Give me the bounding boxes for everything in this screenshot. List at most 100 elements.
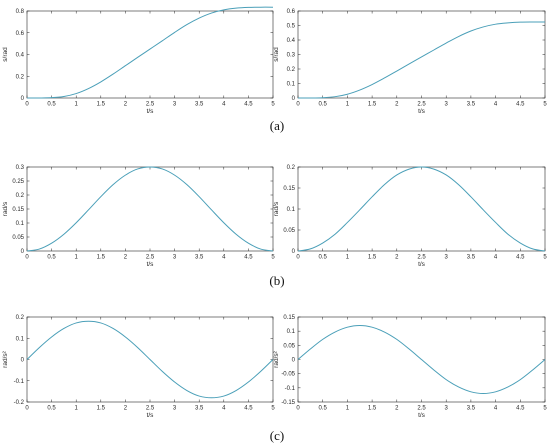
y-tick-label: -0.1	[285, 386, 296, 392]
x-tick-label: 1	[346, 255, 350, 261]
y-tick-label: 0	[292, 96, 296, 102]
y-tick-label: 0	[21, 358, 25, 364]
series-line	[26, 166, 274, 252]
y-tick-label: -0.1	[14, 379, 25, 385]
x-tick-label: 5	[543, 102, 547, 108]
x-tick-label: 0	[296, 406, 300, 412]
x-tick-label: 4.5	[244, 102, 253, 108]
x-tick-label: 2.5	[417, 406, 426, 412]
y-tick-label: 0.15	[283, 315, 295, 321]
x-tick-label: 4	[222, 406, 226, 412]
y-tick-label: 0.15	[283, 186, 295, 192]
x-tick-label: 3	[445, 255, 449, 261]
x-tick-label: 4.5	[516, 102, 525, 108]
y-tick-label: 0.2	[16, 74, 25, 80]
x-tick-label: 4.5	[516, 406, 525, 412]
y-tick-label: 0.05	[283, 228, 295, 234]
plot-area	[26, 166, 274, 252]
x-axis-label: t/s	[418, 261, 426, 268]
x-tick-label: 0.5	[319, 102, 328, 108]
x-tick-label: 4	[494, 406, 498, 412]
x-tick-label: 3	[173, 255, 177, 261]
y-tick-label: -0.2	[14, 400, 25, 406]
series-line	[26, 320, 274, 399]
x-tick-label: 5	[543, 406, 547, 412]
x-tick-label: 1	[75, 102, 79, 108]
x-tick-label: 5	[271, 406, 275, 412]
x-tick-label: 3.5	[467, 255, 476, 261]
y-axis-label: rad/s²	[2, 350, 9, 367]
y-tick-label: 0.1	[287, 207, 296, 213]
x-tick-label: 0.5	[319, 255, 328, 261]
x-tick-label: 0	[25, 255, 29, 261]
y-axis-label: s/rad	[2, 47, 9, 62]
x-tick-label: 1.5	[368, 255, 377, 261]
x-tick-label: 0	[296, 102, 300, 108]
y-tick-label: 0.3	[287, 53, 296, 59]
x-tick-label: 0	[296, 255, 300, 261]
x-tick-label: 3	[173, 406, 177, 412]
y-tick-label: 0	[292, 358, 296, 364]
x-tick-label: 2	[395, 102, 399, 108]
x-tick-label: 2	[124, 255, 128, 261]
y-tick-label: 0.2	[287, 67, 296, 73]
y-tick-label: 0.2	[16, 193, 25, 199]
y-tick-label: 0.1	[287, 329, 296, 335]
x-tick-label: 0.5	[47, 255, 56, 261]
x-tick-label: 2.5	[146, 255, 155, 261]
y-axis-label: rad/s	[2, 201, 9, 216]
x-tick-label: 2	[124, 406, 128, 412]
series-line	[297, 21, 546, 99]
y-tick-label: 0	[21, 249, 25, 255]
x-tick-label: 3.5	[467, 102, 476, 108]
y-tick-label: -0.15	[281, 400, 295, 406]
x-tick-label: 3.5	[195, 102, 204, 108]
x-tick-label: 3	[445, 102, 449, 108]
y-axis-label: rad/s²	[273, 350, 280, 367]
plot-area	[297, 166, 546, 252]
y-axis-label: rad/s	[273, 201, 280, 216]
chart-panel-a-right: 0 0.5 1 1.5 2 2.5 3 3.5 4 4.5 5 0 0.1 0.2 0.3 0.4 0.5 0.6…	[273, 9, 547, 115]
chart-panel-c-left: 0 0.5 1 1.5 2 2.5 3 3.5 4 4.5 5 -0.2 -0.1 0 0.1 0.2 t/s r…	[2, 315, 275, 419]
x-tick-label: 1.5	[97, 406, 106, 412]
x-tick-label: 3.5	[467, 406, 476, 412]
x-axis-label: t/s	[147, 108, 155, 115]
chart-panel-c-right: 0 0.5 1 1.5 2 2.5 3 3.5 4 4.5 5 -0.15 -0.1 -0.05 0 0.05…	[273, 315, 547, 419]
y-tick-label: 0	[292, 249, 296, 255]
x-tick-label: 0.5	[47, 406, 56, 412]
y-tick-label: 0.4	[287, 38, 296, 44]
x-tick-label: 4	[222, 102, 226, 108]
x-tick-label: 4	[222, 255, 226, 261]
chart-panel-a-left: 0 0.5 1 1.5 2 2.5 3 3.5 4 4.5 5 0 0.2 0.4 0.6 0.8 t/s s/r…	[2, 6, 275, 115]
y-tick-label: 0.1	[287, 82, 296, 88]
x-tick-label: 4.5	[244, 406, 253, 412]
y-tick-label: 0.05	[12, 235, 24, 241]
caption-b: (b)	[269, 273, 284, 288]
series-line	[297, 166, 546, 252]
y-tick-label: 0.05	[283, 343, 295, 349]
x-axis-label: t/s	[418, 412, 426, 419]
x-tick-label: 1	[75, 406, 79, 412]
x-tick-label: 4.5	[516, 255, 525, 261]
caption-a: (a)	[270, 118, 284, 133]
x-tick-label: 1	[346, 102, 350, 108]
y-axis-label: s/rad	[273, 47, 280, 62]
plot-area	[297, 10, 546, 99]
y-tick-label: 0.1	[16, 336, 25, 342]
x-tick-label: 1.5	[97, 102, 106, 108]
y-tick-label: 0.6	[16, 31, 25, 37]
x-tick-label: 1.5	[368, 406, 377, 412]
x-axis-label: t/s	[147, 261, 155, 268]
y-tick-label: -0.05	[281, 372, 295, 378]
x-tick-label: 2.5	[417, 102, 426, 108]
x-tick-label: 0	[25, 406, 29, 412]
y-tick-label: 0.25	[12, 179, 24, 185]
x-tick-label: 3.5	[195, 255, 204, 261]
x-tick-label: 2	[395, 406, 399, 412]
y-tick-label: 0.3	[16, 165, 25, 171]
y-tick-label: 0.4	[16, 53, 25, 59]
x-tick-label: 2.5	[146, 406, 155, 412]
x-tick-label: 4	[494, 255, 498, 261]
y-tick-label: 0.2	[287, 165, 296, 171]
